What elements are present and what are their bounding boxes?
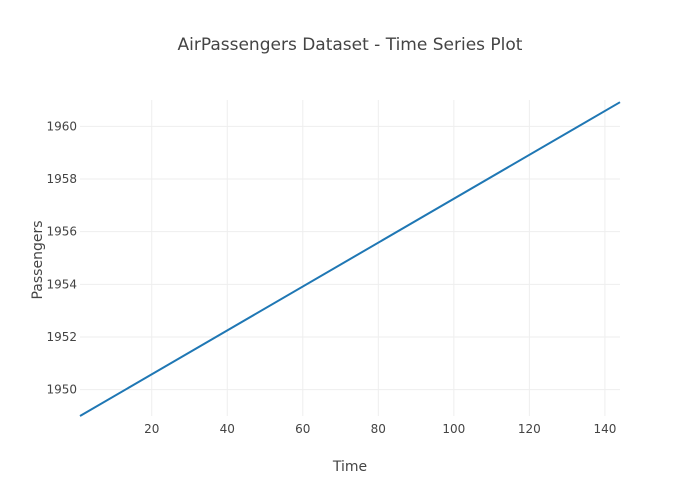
series-line (79, 101, 621, 417)
y-tick-label: 1958 (46, 172, 77, 186)
y-gridlines (80, 125, 620, 391)
x-tick-label: 120 (518, 422, 541, 436)
x-gridlines (151, 100, 606, 416)
y-tick-label: 1960 (46, 119, 77, 133)
y-tick-label: 1950 (46, 383, 77, 397)
y-tick-label: 1956 (46, 225, 77, 239)
y-tick-label: 1954 (46, 277, 77, 291)
chart-title: AirPassengers Dataset - Time Series Plot (178, 35, 523, 55)
x-tick-label: 60 (295, 422, 310, 436)
y-axis: 1950 1952 1954 1956 1958 1960 (46, 119, 77, 396)
x-axis: 20 40 60 80 100 120 140 (144, 422, 616, 436)
x-tick-label: 80 (371, 422, 386, 436)
x-tick-label: 40 (220, 422, 235, 436)
x-tick-label: 20 (144, 422, 159, 436)
plot-area (79, 101, 621, 417)
x-axis-title: Time (332, 459, 367, 475)
y-tick-label: 1952 (46, 330, 77, 344)
y-axis-title: Passengers (30, 220, 46, 299)
x-tick-label: 140 (593, 422, 616, 436)
x-tick-label: 100 (442, 422, 465, 436)
